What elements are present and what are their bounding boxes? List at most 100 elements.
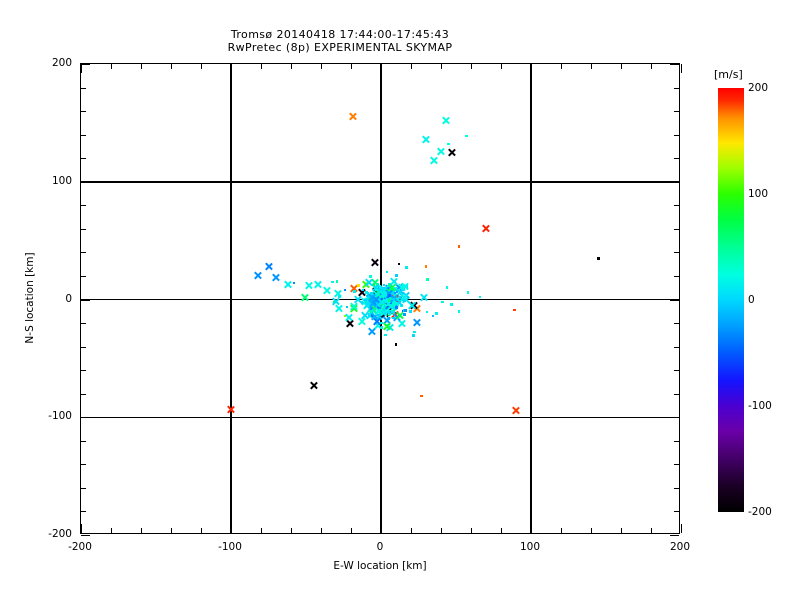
- scatter-point: [376, 309, 380, 312]
- scatter-point: [394, 286, 397, 290]
- scatter-point: [383, 307, 392, 316]
- scatter-point: [382, 307, 391, 316]
- scatter-point: [387, 290, 390, 293]
- scatter-point: [385, 293, 394, 302]
- scatter-point: [331, 280, 335, 284]
- scatter-point: [383, 296, 387, 299]
- axis-tick: [81, 370, 86, 372]
- scatter-point: [389, 301, 398, 310]
- scatter-point: [390, 300, 399, 309]
- scatter-point: [384, 289, 393, 298]
- scatter-point: [384, 290, 388, 294]
- scatter-point: [377, 303, 381, 307]
- scatter-point: [388, 283, 391, 286]
- scatter-point: [431, 314, 435, 318]
- scatter-point: [373, 304, 377, 308]
- scatter-point: [383, 303, 386, 307]
- scatter-point: [378, 285, 382, 289]
- scatter-point: [272, 273, 281, 282]
- scatter-point: [375, 288, 378, 292]
- scatter-point: [323, 286, 332, 295]
- scatter-point: [369, 297, 378, 306]
- scatter-point: [374, 296, 377, 300]
- axis-tick: [81, 440, 86, 442]
- scatter-point: [429, 156, 438, 165]
- scatter-point: [383, 298, 386, 301]
- scatter-point: [384, 298, 388, 302]
- scatter-point: [372, 283, 376, 287]
- colorbar: [m/s] 200 100 0 -100 -200: [714, 68, 800, 518]
- scatter-point: [393, 291, 397, 295]
- scatter-point: [396, 303, 399, 307]
- scatter-point: [413, 330, 416, 334]
- gridline-horizontal: [81, 181, 679, 183]
- scatter-point: [378, 308, 387, 317]
- scatter-point: [374, 288, 378, 292]
- scatter-point: [380, 309, 389, 318]
- scatter-point: [386, 306, 389, 310]
- axis-tick: [81, 275, 86, 277]
- scatter-point: [402, 309, 405, 313]
- scatter-point: [384, 295, 387, 298]
- scatter-point: [392, 301, 396, 304]
- axis-tick: [674, 393, 679, 395]
- scatter-point: [391, 297, 395, 300]
- scatter-point: [362, 301, 371, 310]
- axis-tick: [291, 528, 292, 533]
- scatter-point: [386, 295, 389, 298]
- scatter-point: [390, 295, 394, 299]
- scatter-point: [384, 300, 388, 304]
- scatter-point: [399, 293, 408, 302]
- axis-tick: [674, 511, 679, 513]
- scatter-point: [422, 135, 431, 144]
- scatter-point: [227, 405, 236, 414]
- scatter-point: [392, 310, 396, 314]
- axis-tick: [321, 64, 322, 69]
- scatter-point: [368, 296, 372, 300]
- scatter-point: [364, 278, 373, 287]
- scatter-point: [372, 308, 376, 312]
- scatter-point: [381, 291, 390, 300]
- scatter-point: [390, 297, 394, 300]
- scatter-point: [381, 308, 385, 312]
- scatter-point: [384, 288, 393, 297]
- scatter-point: [394, 303, 398, 307]
- axis-tick: [381, 64, 382, 73]
- axis-tick: [674, 323, 679, 325]
- axis-tick: [81, 299, 90, 301]
- scatter-point: [378, 298, 387, 307]
- axis-tick: [141, 528, 142, 533]
- scatter-point: [396, 311, 405, 320]
- scatter-point: [379, 285, 388, 294]
- scatter-point: [412, 318, 421, 327]
- axis-tick: [81, 181, 90, 183]
- scatter-point: [384, 301, 388, 305]
- gridline-horizontal: [81, 416, 679, 418]
- scatter-point: [379, 292, 383, 296]
- scatter-point: [382, 308, 385, 312]
- scatter-point: [435, 312, 438, 315]
- scatter-point: [373, 292, 377, 296]
- scatter-point: [450, 302, 453, 306]
- scatter-point: [370, 298, 374, 301]
- x-tick-label: -100: [218, 541, 242, 553]
- axis-tick: [261, 64, 262, 69]
- scatter-point: [368, 303, 377, 312]
- scatter-point: [378, 303, 382, 307]
- scatter-point: [366, 304, 375, 313]
- scatter-point: [368, 327, 377, 336]
- scatter-point: [383, 303, 392, 312]
- scatter-point: [376, 307, 380, 310]
- scatter-point: [353, 295, 362, 304]
- scatter-point: [369, 307, 373, 310]
- scatter-point: [383, 306, 387, 310]
- scatter-point: [385, 297, 389, 300]
- scatter-point: [370, 312, 379, 321]
- scatter-point: [371, 306, 375, 309]
- scatter-point: [368, 306, 377, 315]
- scatter-point: [384, 304, 393, 313]
- scatter-point: [389, 294, 398, 303]
- scatter-point: [399, 296, 402, 299]
- scatter-point: [388, 298, 391, 302]
- scatter-point: [408, 301, 417, 310]
